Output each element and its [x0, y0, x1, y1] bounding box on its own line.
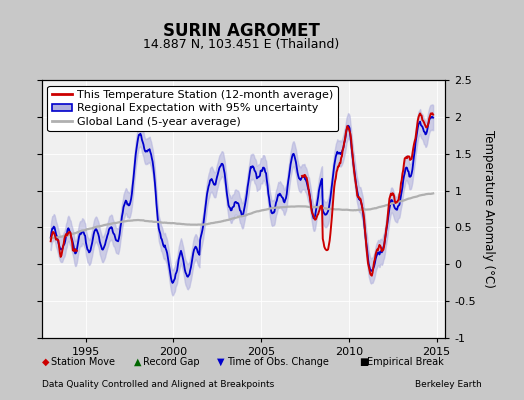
Text: ■: ■: [359, 357, 368, 367]
Text: Record Gap: Record Gap: [143, 357, 200, 367]
Text: Empirical Break: Empirical Break: [367, 357, 443, 367]
Text: ▲: ▲: [134, 357, 141, 367]
Text: Berkeley Earth: Berkeley Earth: [416, 380, 482, 389]
Text: 14.887 N, 103.451 E (Thailand): 14.887 N, 103.451 E (Thailand): [143, 38, 339, 51]
Y-axis label: Temperature Anomaly (°C): Temperature Anomaly (°C): [483, 130, 496, 288]
Legend: This Temperature Station (12-month average), Regional Expectation with 95% uncer: This Temperature Station (12-month avera…: [48, 86, 338, 131]
Text: Data Quality Controlled and Aligned at Breakpoints: Data Quality Controlled and Aligned at B…: [42, 380, 274, 389]
Text: Station Move: Station Move: [51, 357, 115, 367]
Text: SURIN AGROMET: SURIN AGROMET: [162, 22, 320, 40]
Text: ▼: ▼: [217, 357, 225, 367]
Text: Time of Obs. Change: Time of Obs. Change: [227, 357, 329, 367]
Text: ◆: ◆: [42, 357, 49, 367]
